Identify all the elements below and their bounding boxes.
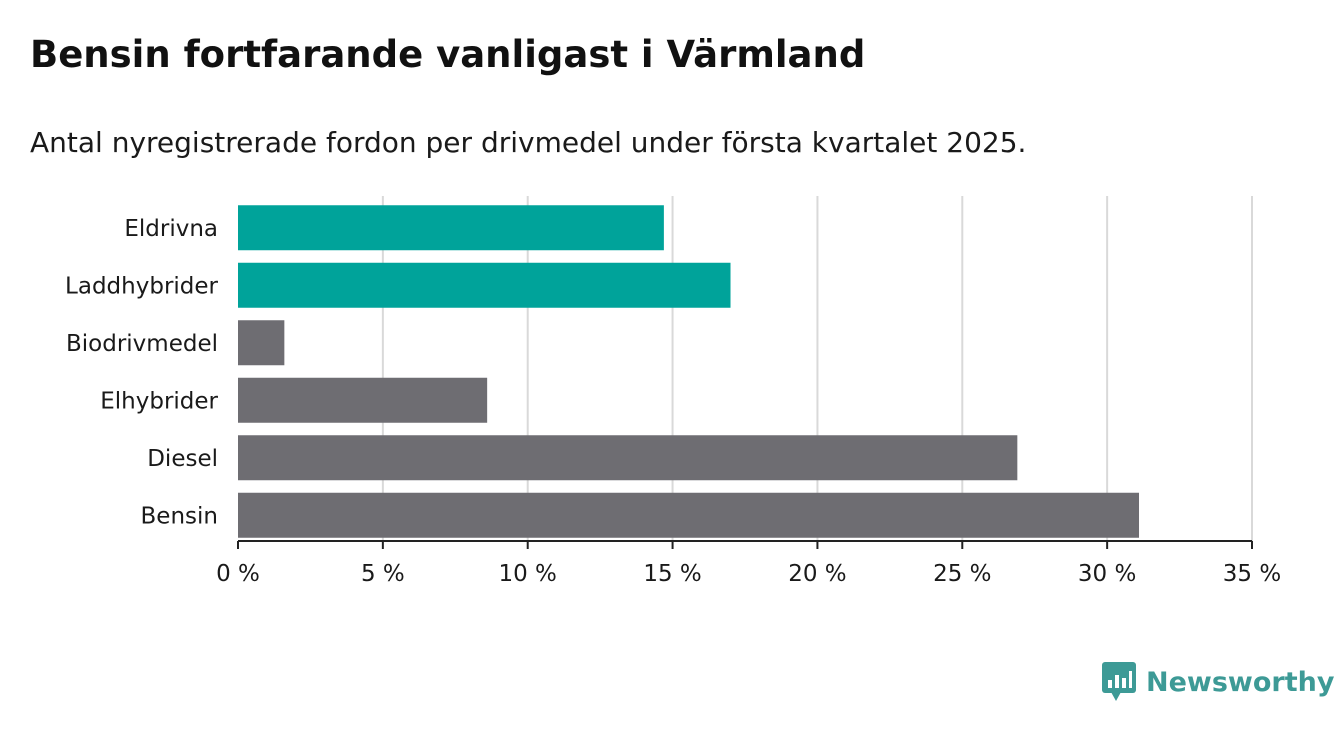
- x-tick-label: 5 %: [361, 561, 405, 587]
- bar: [238, 435, 1018, 481]
- x-tick-label: 20 %: [788, 561, 846, 587]
- x-tick-label: 10 %: [498, 561, 556, 587]
- x-tick-label: 35 %: [1223, 561, 1281, 587]
- bar-chart-speech-icon: [1102, 662, 1136, 701]
- bar: [238, 205, 664, 251]
- newsworthy-logo: Newsworthy: [1102, 662, 1334, 702]
- bar: [238, 492, 1140, 538]
- brand-name: Newsworthy: [1146, 666, 1335, 698]
- bar: [238, 262, 731, 308]
- x-tick-label: 30 %: [1078, 561, 1136, 587]
- bar: [238, 377, 488, 423]
- category-label: Biodrivmedel: [66, 331, 218, 357]
- bar: [238, 320, 285, 366]
- x-tick-label: 25 %: [933, 561, 991, 587]
- gridlines: [381, 196, 1253, 541]
- x-tick-labels: 0 % 5 % 10 % 15 % 20 % 25 % 30 % 35 %: [216, 561, 1281, 587]
- category-label: Bensin: [141, 503, 218, 529]
- bar-chart: Eldrivna Laddhybrider Biodrivmedel Elhybrid…: [65, 196, 1281, 587]
- x-tick-label: 15 %: [643, 561, 701, 587]
- category-label: Laddhybrider: [65, 273, 218, 299]
- x-tick-label: 0 %: [216, 561, 260, 587]
- bars: [238, 205, 1140, 538]
- x-axis: [237, 540, 1253, 549]
- category-label: Elhybrider: [100, 388, 218, 414]
- chart-title: Bensin fortfarande vanligast i Värmland: [30, 33, 866, 76]
- category-label: Eldrivna: [124, 216, 218, 242]
- category-labels: Eldrivna Laddhybrider Biodrivmedel Elhybrid…: [65, 216, 218, 530]
- category-label: Diesel: [147, 446, 218, 472]
- chart-subtitle: Antal nyregistrerade fordon per drivmede…: [30, 126, 1027, 159]
